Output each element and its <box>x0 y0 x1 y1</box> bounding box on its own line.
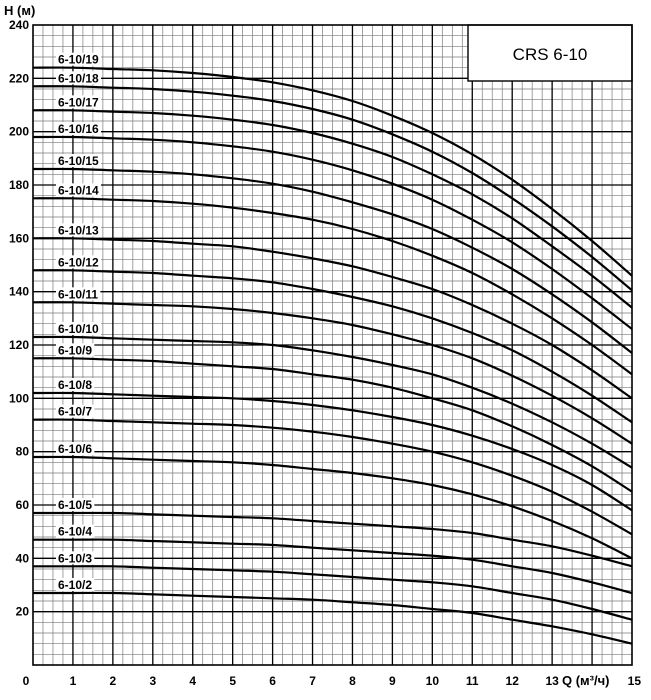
pump-curve <box>32 109 633 309</box>
pump-curve <box>32 301 633 445</box>
pump-curve <box>32 197 633 376</box>
x-tick-label: 5 <box>229 674 236 688</box>
x-tick-label: 12 <box>506 674 520 688</box>
y-tick-label: 20 <box>16 605 30 619</box>
series-label-bg <box>56 122 102 135</box>
pump-curve <box>32 66 633 277</box>
series-labels: 6-10/2 6-10/3 6-10/4 6-10/5 6-10/6 6-10/7 6-10… <box>56 52 102 592</box>
series-label-bg <box>56 498 95 511</box>
series-label: 6-10/9 <box>58 343 92 357</box>
model-label: CRS 6-10 <box>513 45 588 64</box>
series-label-bg <box>56 52 102 66</box>
performance-curves <box>32 66 633 645</box>
x-axis-title: Q (м³/ч) <box>562 673 610 688</box>
series-label: 6-10/16 <box>58 122 99 136</box>
pump-curve <box>32 167 633 354</box>
x-tick-label: 8 <box>349 674 356 688</box>
series-label-bg <box>56 95 102 109</box>
y-axis-title: H (м) <box>4 3 35 18</box>
y-tick-label: 200 <box>9 125 29 139</box>
pump-curve <box>33 538 633 595</box>
series-label: 6-10/4 <box>58 525 92 539</box>
series-label-bg <box>56 154 102 167</box>
series-label-bg <box>56 343 95 357</box>
series-label: 6-10/6 <box>58 442 92 456</box>
series-label-bg <box>56 287 101 301</box>
series-label-bg <box>56 183 102 197</box>
x-tick-label: 11 <box>466 674 479 688</box>
series-label-bg <box>56 404 95 418</box>
series-label-bg <box>56 578 95 591</box>
series-label-bg <box>56 322 102 335</box>
pump-curve <box>33 565 633 621</box>
series-label-bg <box>56 442 95 455</box>
series-label: 6-10/18 <box>58 71 99 85</box>
x-tick-label: 15 <box>628 674 642 688</box>
pump-curve <box>32 135 633 330</box>
x-tick-label: 13 <box>545 674 559 688</box>
pump-curve <box>32 391 633 512</box>
series-label: 6-10/19 <box>58 53 99 67</box>
y-tick-label: 240 <box>9 18 29 32</box>
series-label: 6-10/17 <box>58 95 99 109</box>
x-tick-label: 4 <box>189 674 196 688</box>
y-tick-label: 40 <box>16 551 30 565</box>
pump-curve <box>32 335 633 469</box>
x-tick-label: 9 <box>389 674 396 688</box>
pump-curve <box>32 455 633 560</box>
series-label: 6-10/8 <box>58 378 92 392</box>
x-tick-label: 7 <box>309 674 316 688</box>
series-label-bg <box>56 378 95 391</box>
y-axis-ticks: 20 40 60 80 100 120 140 160 180 200 220 240 <box>9 18 29 619</box>
series-label: 6-10/15 <box>58 154 99 168</box>
series-label: 6-10/13 <box>58 223 99 237</box>
pump-curve <box>32 269 633 424</box>
series-label: 6-10/3 <box>58 551 92 565</box>
y-tick-label: 220 <box>9 71 29 85</box>
y-tick-label: 160 <box>9 231 29 245</box>
plot-frame <box>32 24 633 666</box>
x-tick-label: 6 <box>269 674 276 688</box>
y-tick-label: 120 <box>9 338 29 352</box>
series-label: 6-10/11 <box>58 287 98 301</box>
series-label-bg <box>56 524 95 538</box>
series-label: 6-10/10 <box>58 322 99 336</box>
y-tick-label: 80 <box>16 445 30 459</box>
x-tick-label: 3 <box>149 674 156 688</box>
x-tick-label: 10 <box>426 674 440 688</box>
pump-curve <box>33 591 633 645</box>
pump-curve <box>32 357 633 493</box>
x-tick-label: 1 <box>70 674 77 688</box>
pump-curve <box>32 237 633 400</box>
series-label: 6-10/12 <box>58 255 99 269</box>
series-label: 6-10/2 <box>58 578 92 592</box>
y-tick-label: 140 <box>9 285 29 299</box>
pump-curve <box>32 85 633 292</box>
series-label: 6-10/7 <box>58 405 92 419</box>
series-label: 6-10/5 <box>58 498 92 512</box>
x-tick-label: 2 <box>110 674 117 688</box>
series-label-bg <box>56 223 102 237</box>
pump-curve <box>32 418 633 536</box>
x-axis-ticks: 0 1 2 3 4 5 6 7 8 9 10 11 12 13 15 <box>23 674 642 688</box>
model-label-box <box>467 24 633 82</box>
series-label-bg <box>56 255 102 269</box>
series-label-bg <box>56 71 102 85</box>
series-label: 6-10/14 <box>58 183 99 197</box>
series-label-bg <box>56 551 95 565</box>
x-tick-label: 0 <box>23 674 30 688</box>
y-tick-label: 60 <box>16 498 30 512</box>
y-tick-label: 180 <box>9 178 29 192</box>
pump-curve <box>33 511 633 568</box>
y-tick-label: 100 <box>9 391 29 405</box>
